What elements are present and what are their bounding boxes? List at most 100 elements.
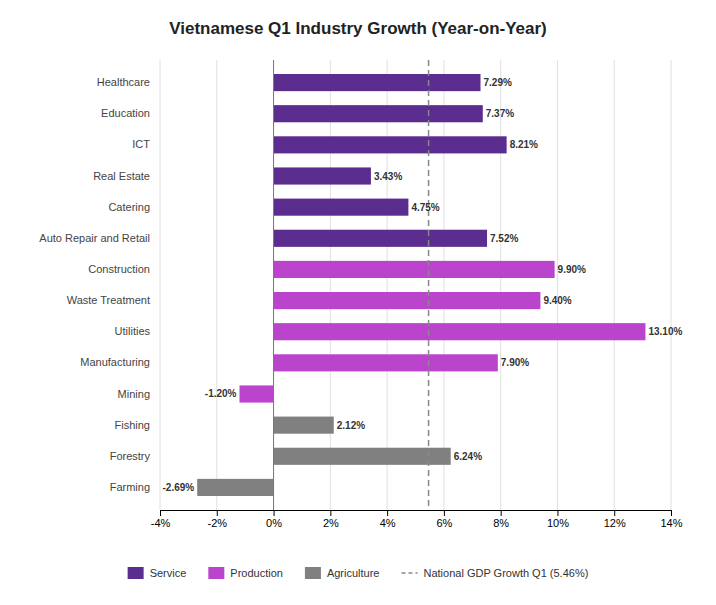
bar	[274, 323, 646, 340]
grid-line	[330, 60, 331, 510]
tick-label: Waste Treatment	[67, 294, 150, 306]
tick-mark	[501, 510, 502, 516]
axis-line	[161, 511, 672, 517]
data-label: 8.21%	[510, 139, 538, 150]
bar	[274, 448, 451, 465]
x-axis: -4% -2% 0% 2% 4% 6% 8% 10% 12% 14%	[151, 510, 683, 529]
data-label: 9.90%	[558, 264, 586, 275]
tick-label: 6%	[436, 517, 452, 529]
tick: -2%	[207, 510, 227, 529]
chart: Vietnamese Q1 Industry Growth (Year-on-Y…	[0, 0, 716, 605]
tick: Waste Treatment	[67, 294, 160, 306]
tick-mark	[557, 510, 558, 516]
legend-item: Service	[128, 567, 187, 579]
tick: 12%	[604, 510, 626, 529]
tick: 10%	[547, 510, 569, 529]
data-label: 3.43%	[374, 171, 402, 182]
tick: 6%	[436, 510, 452, 529]
tick-label: 2%	[323, 517, 339, 529]
grid	[160, 60, 671, 510]
bar	[274, 199, 409, 216]
grid-line	[160, 60, 161, 510]
tick-label: Utilities	[115, 325, 151, 337]
tick-mark	[387, 510, 388, 516]
tick-mark	[274, 510, 275, 516]
tick: Construction	[88, 263, 160, 275]
tick-label: Real Estate	[93, 170, 150, 182]
tick-label: Auto Repair and Retail	[39, 232, 150, 244]
tick: 4%	[380, 510, 396, 529]
grid-line	[557, 60, 558, 510]
legend-item: Production	[208, 567, 283, 579]
tick: Real Estate	[93, 170, 160, 182]
legend-label: Agriculture	[327, 567, 380, 579]
tick-mark	[444, 510, 445, 516]
legend-swatch	[401, 572, 417, 574]
legend-swatch	[305, 567, 321, 579]
data-label: -1.20%	[205, 388, 237, 399]
bar	[274, 261, 555, 278]
tick-label: Education	[101, 107, 150, 119]
legend-swatch	[128, 567, 144, 579]
tick-mark	[330, 510, 331, 516]
tick: Fishing	[115, 419, 160, 431]
data-label: 9.40%	[543, 295, 571, 306]
bar	[274, 354, 498, 371]
tick: 8%	[493, 510, 509, 529]
data-label: 13.10%	[648, 326, 682, 337]
tick-label: -2%	[207, 517, 227, 529]
tick-label: Catering	[108, 201, 150, 213]
grid-line	[273, 60, 274, 510]
tick-label: -4%	[151, 517, 171, 529]
grid-line	[443, 60, 444, 510]
bar	[239, 385, 273, 402]
grid-line	[614, 60, 615, 510]
reference-line	[428, 60, 430, 510]
tick-label: 10%	[547, 517, 569, 529]
tick-label: 4%	[380, 517, 396, 529]
tick: Education	[101, 107, 160, 119]
legend: Service Production Agriculture National GDP…	[128, 567, 589, 579]
title: Vietnamese Q1 Industry Growth (Year-on-Y…	[169, 19, 547, 38]
plot: 7.52%4.75%3.43%8.21%7.37%7.29%-1.20%7.90…	[39, 60, 682, 529]
grid-line	[387, 60, 388, 510]
tick-mark	[160, 510, 161, 516]
tick-label: Mining	[118, 388, 150, 400]
tick-mark	[614, 510, 615, 516]
data-label: 7.29%	[484, 77, 512, 88]
tick: Farming	[110, 481, 160, 493]
tick-label: 8%	[493, 517, 509, 529]
tick: Auto Repair and Retail	[39, 232, 160, 244]
tick-label: Forestry	[110, 450, 151, 462]
tick: Manufacturing	[80, 356, 160, 368]
bar	[274, 105, 483, 122]
bar	[274, 167, 371, 184]
legend-label: Service	[150, 567, 187, 579]
tick: Mining	[118, 388, 160, 400]
tick: ICT	[132, 138, 160, 150]
legend-swatch	[208, 567, 224, 579]
tick-label: ICT	[132, 138, 150, 150]
tick: Utilities	[115, 325, 160, 337]
bar	[197, 479, 273, 496]
grid-line	[500, 60, 501, 510]
tick: 2%	[323, 510, 339, 529]
bar	[274, 74, 481, 91]
tick-label: Construction	[88, 263, 150, 275]
legend-label: Production	[230, 567, 283, 579]
data-label: -2.69%	[163, 482, 195, 493]
tick-label: Fishing	[115, 419, 150, 431]
tick-mark	[217, 510, 218, 516]
y-axis: HealthcareEducationICTReal EstateCaterin…	[39, 76, 160, 493]
data-label: 4.75%	[411, 202, 439, 213]
tick-mark	[671, 510, 672, 516]
data-label: 6.24%	[454, 451, 482, 462]
bar	[274, 417, 334, 434]
tick-label: 14%	[660, 517, 682, 529]
data-labels: 7.52%4.75%3.43%8.21%7.37%7.29%-1.20%7.90…	[163, 77, 683, 493]
legend-label: National GDP Growth Q1 (5.46%)	[423, 567, 588, 579]
data-label: 7.37%	[486, 108, 514, 119]
data-label: 7.52%	[490, 233, 518, 244]
tick-label: 0%	[266, 517, 282, 529]
tick: -4%	[151, 510, 171, 529]
